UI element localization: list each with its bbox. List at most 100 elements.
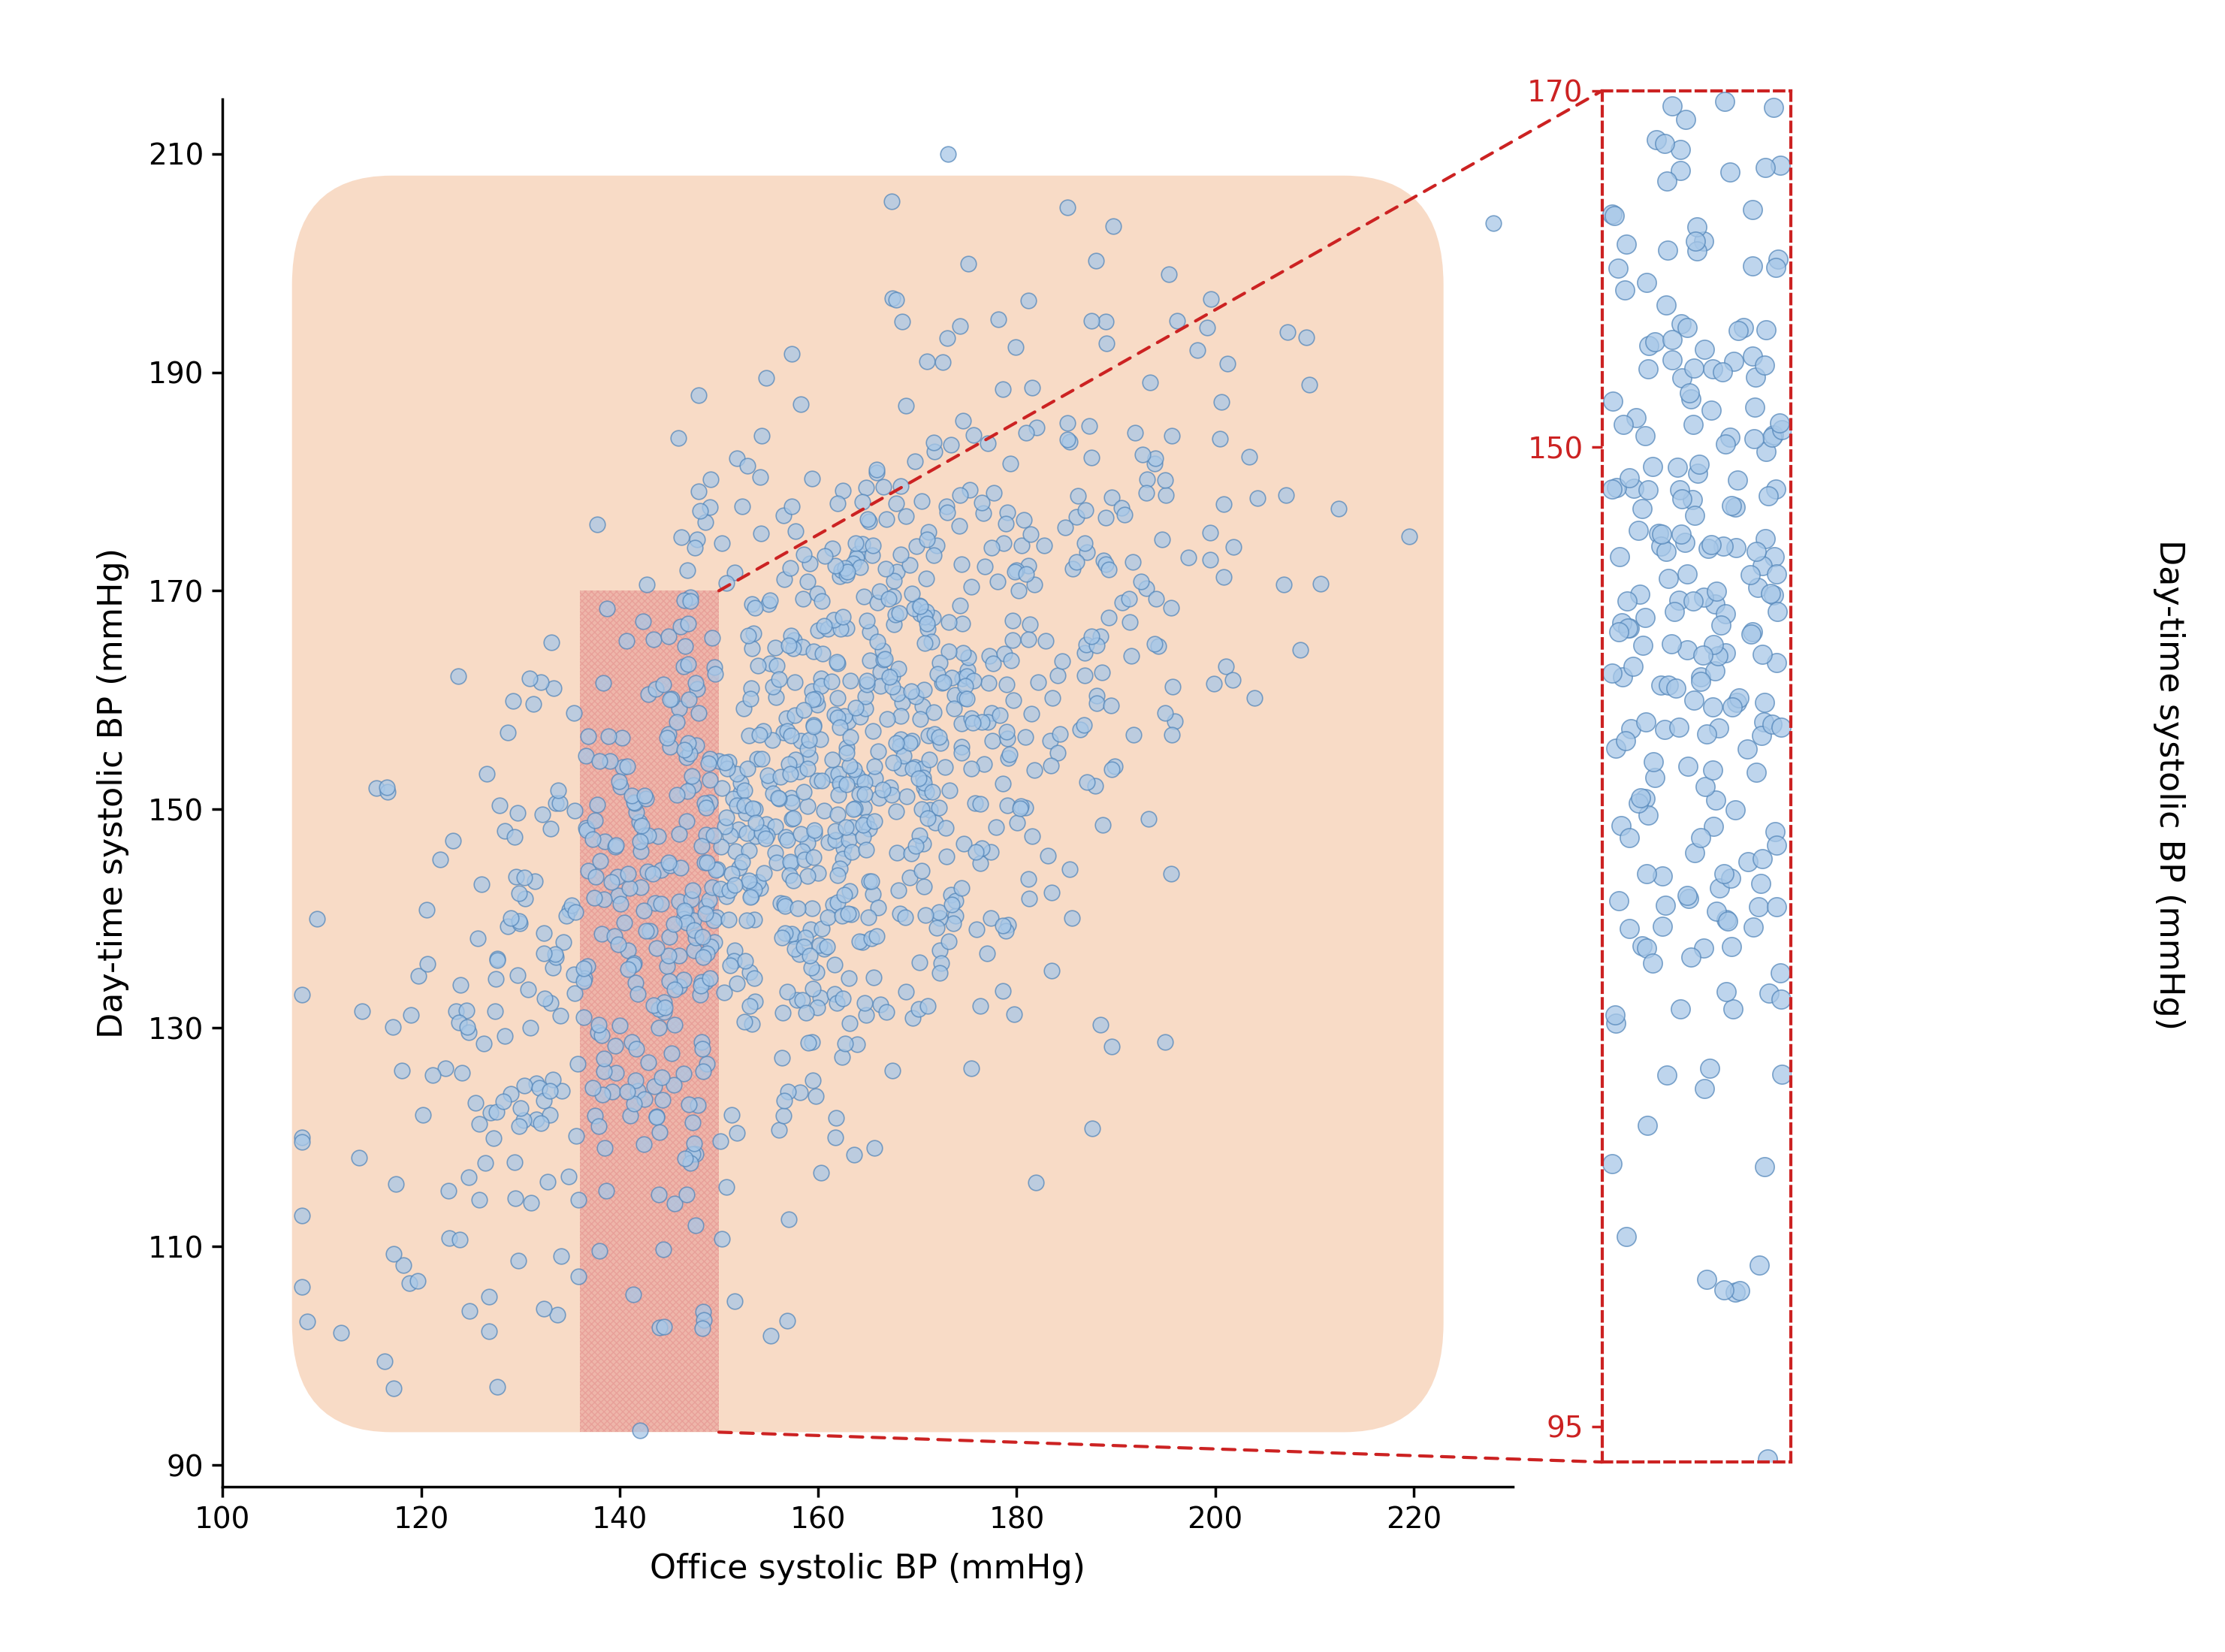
Point xyxy=(774,867,810,894)
Point xyxy=(1707,1277,1742,1303)
Point xyxy=(743,423,779,449)
Point xyxy=(1215,534,1250,560)
Point xyxy=(561,1051,596,1077)
Point xyxy=(1742,1252,1778,1279)
Point xyxy=(901,996,937,1023)
Point xyxy=(547,902,583,928)
Point xyxy=(376,1013,412,1039)
Point xyxy=(723,780,759,806)
Point xyxy=(963,834,999,861)
Point xyxy=(834,550,870,577)
Point xyxy=(908,629,943,656)
Point xyxy=(906,603,941,629)
Point xyxy=(921,724,957,750)
Point xyxy=(679,1213,714,1239)
Point xyxy=(1010,866,1046,892)
Point xyxy=(685,1315,721,1341)
Point xyxy=(897,833,932,859)
Point xyxy=(946,666,981,692)
Point xyxy=(988,917,1024,943)
Point xyxy=(803,1160,839,1186)
Point xyxy=(799,960,834,986)
Point xyxy=(376,1241,412,1267)
Point xyxy=(574,826,610,852)
Point xyxy=(1709,431,1744,458)
Point xyxy=(1050,410,1086,436)
Point xyxy=(821,714,857,740)
Point xyxy=(1662,477,1698,504)
Point xyxy=(1266,572,1302,598)
Point xyxy=(981,306,1017,332)
Point xyxy=(788,925,823,952)
Point xyxy=(917,720,952,747)
Point xyxy=(594,1079,630,1105)
Point xyxy=(679,527,714,553)
Point xyxy=(943,610,979,636)
Point xyxy=(670,778,705,805)
Point xyxy=(768,920,803,947)
Point xyxy=(754,780,790,806)
Point xyxy=(841,928,877,955)
Point xyxy=(1012,700,1048,727)
Point xyxy=(810,904,846,930)
Point xyxy=(777,634,812,661)
Point xyxy=(505,1107,541,1133)
Point xyxy=(970,671,1006,697)
Point xyxy=(959,839,995,866)
Point xyxy=(708,750,743,776)
Point xyxy=(848,474,883,501)
Point xyxy=(821,770,857,796)
Point xyxy=(1137,631,1173,657)
Point xyxy=(879,491,914,517)
Point xyxy=(1664,311,1700,337)
Point xyxy=(1680,238,1715,264)
Point xyxy=(972,905,1008,932)
Point xyxy=(623,1417,659,1444)
Point xyxy=(748,811,783,838)
Point xyxy=(934,892,970,919)
Point xyxy=(1709,905,1744,932)
Point xyxy=(481,945,516,971)
Point xyxy=(803,672,839,699)
Point xyxy=(785,697,821,724)
Point xyxy=(1689,720,1724,747)
Point xyxy=(670,651,705,677)
Point xyxy=(736,621,772,648)
Point xyxy=(1010,552,1046,578)
Point xyxy=(1017,1170,1052,1196)
Point xyxy=(783,1079,819,1105)
Point xyxy=(672,1090,708,1117)
Point xyxy=(930,610,966,636)
Point xyxy=(527,1087,563,1113)
Point xyxy=(1729,735,1764,762)
Point xyxy=(970,430,1006,456)
Point xyxy=(852,869,888,895)
Point xyxy=(770,719,805,745)
Point xyxy=(955,1056,990,1082)
Point xyxy=(1760,246,1796,273)
Point xyxy=(514,1189,550,1216)
Point xyxy=(963,993,999,1019)
Point xyxy=(538,790,574,816)
Point xyxy=(828,555,863,582)
Point xyxy=(1764,1061,1800,1087)
Point xyxy=(630,572,665,598)
Point xyxy=(752,588,788,615)
Point xyxy=(596,1032,632,1059)
Point xyxy=(728,776,763,803)
Point xyxy=(1720,684,1756,710)
Point xyxy=(810,933,846,960)
Point xyxy=(496,687,532,714)
Point xyxy=(1210,350,1246,377)
Point xyxy=(921,649,957,676)
Point xyxy=(1689,1267,1724,1294)
Point xyxy=(1115,722,1150,748)
Point xyxy=(886,743,921,770)
Point xyxy=(645,1087,681,1113)
Point xyxy=(565,955,601,981)
Point xyxy=(527,920,563,947)
Point xyxy=(872,585,908,611)
Point xyxy=(799,995,834,1021)
Point xyxy=(1733,253,1769,279)
Point xyxy=(1682,824,1718,851)
